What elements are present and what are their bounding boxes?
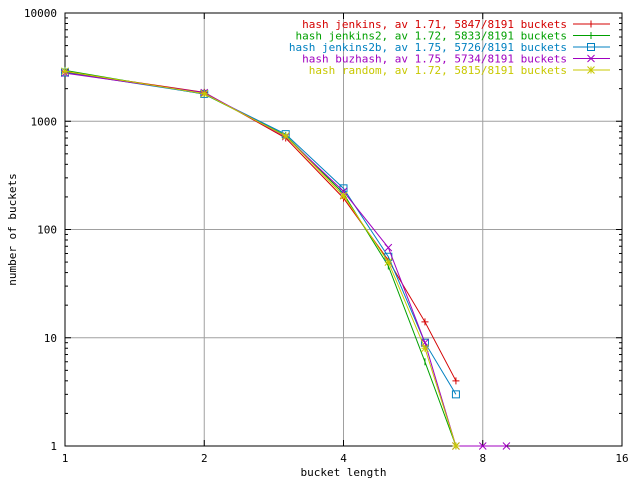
axis-ticks: 1 2 4 8 16 1 10 100 1000 10000 (24, 7, 629, 465)
data-point (200, 89, 209, 98)
legend-entry-label: hash random, av 1.72, 5815/8191 buckets (309, 64, 567, 77)
x-tick-label: 16 (615, 452, 628, 465)
series-line (64, 71, 457, 382)
data-point (478, 442, 487, 450)
data-point (281, 132, 290, 140)
data-point (452, 377, 460, 385)
legend-entry-label: hash jenkins2, av 1.72, 5833/8191 bucket… (295, 30, 567, 43)
data-point (421, 338, 429, 347)
data-point (452, 442, 460, 450)
data-point (451, 390, 460, 399)
data-point (384, 243, 393, 252)
x-tick-label: 4 (340, 452, 347, 465)
x-tick-label: 2 (201, 452, 208, 465)
y-tick-label: 10 (44, 332, 57, 345)
data-point (587, 54, 595, 63)
y-axis-label: number of buckets (6, 173, 19, 286)
x-tick-label: 1 (62, 452, 69, 465)
series-layer (61, 66, 511, 450)
y-tick-label: 10000 (24, 7, 57, 20)
legend-entry-label: hash jenkins, av 1.71, 5847/8191 buckets (302, 18, 567, 31)
series-0 (61, 68, 460, 385)
data-point (502, 442, 511, 450)
series-3 (61, 69, 511, 450)
data-point (61, 67, 69, 76)
data-point (339, 191, 348, 200)
x-tick-label: 8 (479, 452, 486, 465)
data-point (587, 43, 595, 51)
series-line (64, 72, 507, 447)
series-2 (61, 68, 460, 399)
grid (64, 12, 623, 447)
y-tick-label: 1000 (31, 115, 58, 128)
y-tick-label: 1 (50, 440, 57, 453)
data-point (587, 20, 595, 28)
y-tick-label: 100 (37, 224, 57, 237)
data-point (421, 318, 429, 326)
series-line (64, 69, 457, 447)
x-axis-label: bucket length (300, 466, 386, 479)
series-4 (61, 67, 460, 450)
legend: hash jenkins, av 1.71, 5847/8191 buckets… (289, 18, 610, 77)
legend-entry-label: hash buzhash, av 1.75, 5734/8191 buckets (302, 53, 567, 66)
series-line (64, 70, 457, 447)
data-point (587, 66, 595, 74)
data-point (421, 344, 429, 353)
legend-entry-label: hash jenkins2b, av 1.75, 5726/8191 bucke… (289, 41, 567, 54)
data-point (384, 258, 393, 266)
